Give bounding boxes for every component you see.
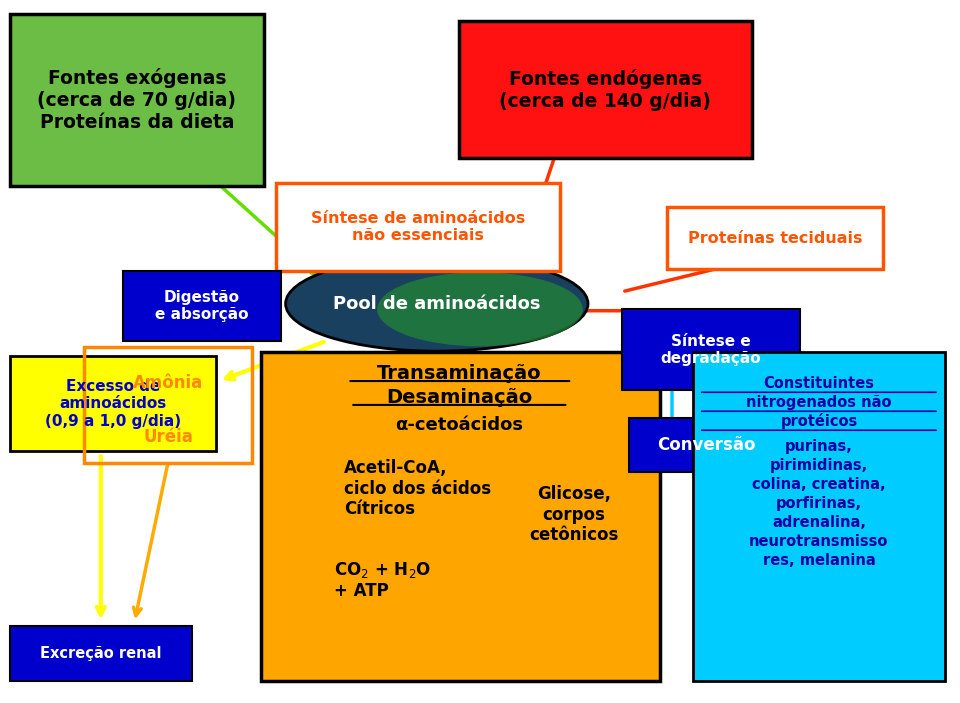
Text: Acetil-CoA,
ciclo dos ácidos
Cítricos: Acetil-CoA, ciclo dos ácidos Cítricos [344,459,491,518]
FancyBboxPatch shape [459,21,752,158]
Text: protéicos: protéicos [780,413,857,429]
Ellipse shape [377,272,583,347]
Text: α-cetoácidos: α-cetoácidos [395,416,523,434]
Text: Uréia: Uréia [143,428,193,446]
FancyBboxPatch shape [10,14,264,186]
Text: nitrogenados não: nitrogenados não [746,394,892,410]
Text: Digestão
e absorção: Digestão e absorção [156,290,249,322]
Text: colina, creatina,: colina, creatina, [752,477,886,492]
FancyBboxPatch shape [629,418,784,472]
Text: CO$_2$ + H$_2$O
+ ATP: CO$_2$ + H$_2$O + ATP [334,560,431,600]
Text: Síntese e
degradação: Síntese e degradação [660,333,761,366]
Text: purinas,: purinas, [785,439,852,454]
Text: neurotransmisso: neurotransmisso [749,534,889,549]
FancyBboxPatch shape [10,626,192,681]
Text: res, melanina: res, melanina [762,553,876,568]
Ellipse shape [286,257,588,351]
Text: Excesso de
aminoácidos
(0,9 a 1,0 g/dia): Excesso de aminoácidos (0,9 a 1,0 g/dia) [45,379,180,429]
FancyBboxPatch shape [10,356,216,451]
Text: Constituintes: Constituintes [763,375,875,391]
Text: Conversão: Conversão [658,436,756,454]
Text: Amônia: Amônia [132,374,204,392]
Text: Excreção renal: Excreção renal [40,645,161,661]
FancyBboxPatch shape [123,271,281,341]
Text: Síntese de aminoácidos
não essenciais: Síntese de aminoácidos não essenciais [311,210,525,243]
Text: Fontes endógenas
(cerca de 140 g/dia): Fontes endógenas (cerca de 140 g/dia) [499,69,711,110]
Text: pirimidinas,: pirimidinas, [770,458,868,473]
Text: adrenalina,: adrenalina, [772,515,866,530]
Text: porfirinas,: porfirinas, [776,496,862,511]
Text: Desaminação: Desaminação [386,387,532,407]
Text: Glicose,
corpos
cetônicos: Glicose, corpos cetônicos [529,485,619,544]
FancyBboxPatch shape [276,183,560,271]
FancyBboxPatch shape [667,207,883,269]
Text: Proteínas teciduais: Proteínas teciduais [688,231,862,246]
Text: Transaminação: Transaminação [376,364,541,384]
Text: Fontes exógenas
(cerca de 70 g/dia)
Proteínas da dieta: Fontes exógenas (cerca de 70 g/dia) Prot… [37,68,236,132]
Text: Pool de aminoácidos: Pool de aminoácidos [333,295,540,313]
FancyBboxPatch shape [261,352,660,681]
FancyBboxPatch shape [622,309,800,390]
FancyBboxPatch shape [693,352,945,681]
